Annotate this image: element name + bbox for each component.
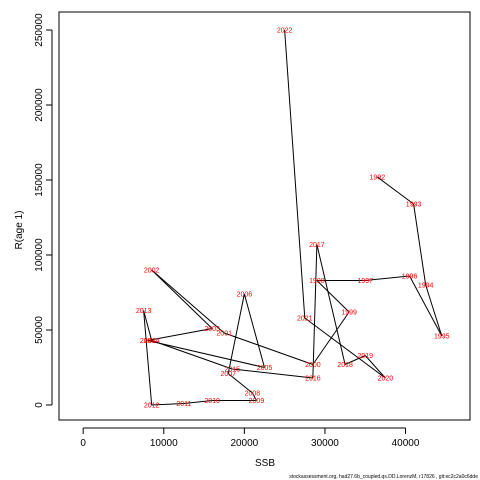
series-segment <box>227 293 245 374</box>
year-label-2011: 2011 <box>176 401 191 408</box>
year-label-1992: 1992 <box>370 175 386 182</box>
year-label-2009: 2009 <box>249 398 265 405</box>
year-label-2010: 2010 <box>204 398 220 405</box>
plot-frame <box>58 11 471 421</box>
year-label-2007: 2007 <box>220 371 236 378</box>
x-tick-label: 10000 <box>150 438 178 449</box>
series-segment <box>413 203 427 286</box>
series-segment <box>151 269 225 334</box>
year-label-1995: 1995 <box>434 334 450 341</box>
year-label-1994: 1994 <box>418 283 434 290</box>
x-axis-title: SSB <box>255 458 275 469</box>
year-label-2002: 2002 <box>144 268 160 275</box>
series-segment <box>243 293 265 368</box>
series-segment <box>143 310 153 406</box>
year-label-1999: 1999 <box>341 310 357 317</box>
year-label-2008: 2008 <box>245 391 261 398</box>
series-segment <box>147 340 265 368</box>
series-segment <box>143 310 153 341</box>
series-segment <box>224 332 314 365</box>
year-label-2019: 2019 <box>357 353 373 360</box>
year-label-2021: 2021 <box>297 316 313 323</box>
series-segment <box>151 340 233 370</box>
y-tick-label: 50000 <box>34 316 45 344</box>
year-label-2006: 2006 <box>237 292 253 299</box>
year-labels: 1992 1993 1994 1995 1996 1997 1998 1999 2000 2001… <box>136 28 450 410</box>
year-label-1997: 1997 <box>357 278 373 285</box>
series-segment <box>409 275 443 337</box>
footer-note: stockassessment.org, had27.6b_coupled.qs… <box>289 474 478 480</box>
year-label-2001: 2001 <box>216 331 232 338</box>
y-tick-label: 0 <box>34 402 45 408</box>
x-tick-label: 40000 <box>392 438 420 449</box>
y-tick-label: 100000 <box>34 238 45 272</box>
year-label-2013: 2013 <box>136 308 152 315</box>
series-segment <box>312 244 318 379</box>
series-segment <box>284 29 306 319</box>
y-axis-title: R(age 1) <box>14 211 25 250</box>
year-label-2020: 2020 <box>378 376 394 383</box>
series-segment <box>425 284 443 337</box>
year-label-2005: 2005 <box>257 365 273 372</box>
series-segment <box>304 317 386 379</box>
series-segment <box>364 355 386 379</box>
series-segment <box>183 400 213 404</box>
series-segment <box>232 368 313 379</box>
series-segment <box>377 176 414 205</box>
x-tick-label: 30000 <box>311 438 339 449</box>
axes: 0 10000 20000 30000 40000 0 50000 100000 150000 2… <box>34 11 471 449</box>
series-segment <box>147 328 213 341</box>
year-label-2012: 2012 <box>144 403 160 410</box>
series-segment <box>151 269 213 329</box>
series-segment <box>227 373 253 394</box>
series-segment <box>344 355 366 365</box>
year-label-1996: 1996 <box>402 274 418 281</box>
x-tick-label: 20000 <box>230 438 258 449</box>
y-tick-label: 250000 <box>34 13 45 47</box>
x-tick-label: 0 <box>80 438 86 449</box>
year-label-2022: 2022 <box>277 28 293 35</box>
y-tick-label: 150000 <box>34 163 45 197</box>
year-label-1998: 1998 <box>309 278 325 285</box>
series-segment <box>151 403 184 406</box>
year-label-2004: 2004 <box>140 338 156 345</box>
series-segment <box>365 275 410 281</box>
year-label-2017: 2017 <box>309 242 325 249</box>
series-segment <box>312 311 350 365</box>
y-tick-label: 200000 <box>34 88 45 122</box>
series-segment <box>316 280 350 313</box>
year-label-2018: 2018 <box>337 362 353 369</box>
year-label-2003: 2003 <box>204 326 220 333</box>
year-label-2016: 2016 <box>305 376 321 383</box>
year-label-2000: 2000 <box>305 362 321 369</box>
series-segment <box>251 392 257 401</box>
year-label-2014: 2014 <box>144 338 160 345</box>
series-path <box>143 29 443 406</box>
year-label-2015: 2015 <box>224 367 240 374</box>
year-label-1993: 1993 <box>406 202 422 209</box>
